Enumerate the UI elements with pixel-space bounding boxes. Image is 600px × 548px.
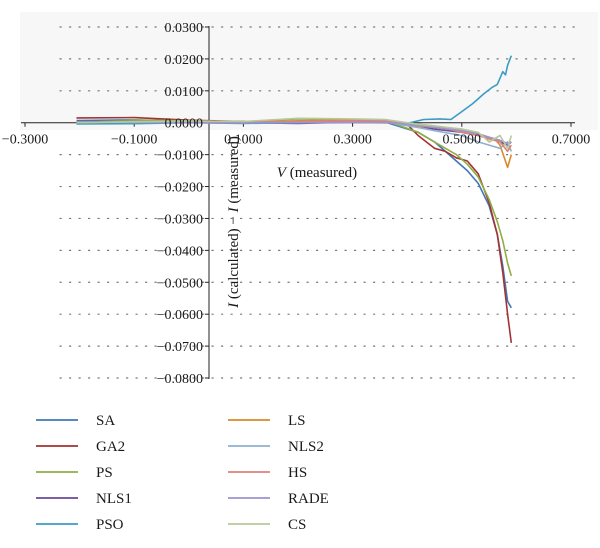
y-axis-title-var2: I	[226, 206, 242, 213]
y-axis-title-rest: (measured)	[226, 136, 242, 207]
x-tick-label: 0.7000	[552, 133, 591, 148]
plot-background-band	[20, 12, 598, 130]
legend-label-nls2: NLS2	[288, 439, 324, 455]
legend-label-hs: HS	[288, 465, 307, 481]
y-tick-label: −0.0300	[157, 212, 203, 227]
x-axis-title-rest: (measured)	[286, 165, 357, 181]
legend-label-ps: PS	[96, 465, 113, 481]
y-tick-label: −0.0800	[157, 372, 203, 387]
y-tick-label: −0.0500	[157, 276, 203, 291]
legend-label-cs: CS	[288, 517, 306, 533]
x-axis-title: V (measured)	[277, 165, 357, 181]
y-axis-title-mid: (calculated) −	[226, 212, 242, 303]
y-axis-title-var1: I	[226, 302, 242, 309]
y-tick-label: −0.0700	[157, 340, 203, 355]
x-tick-label: −0.1000	[111, 133, 157, 148]
x-tick-label: −0.3000	[2, 133, 48, 148]
legend-label-pso: PSO	[96, 517, 124, 533]
y-axis-title: I (calculated) − I (measured)	[226, 136, 242, 309]
y-tick-label: −0.0400	[157, 244, 203, 259]
tick-labels: 0.0300 0.0200 0.0100 0.0000 −0.0100 −0.0200 −0…	[2, 21, 590, 387]
legend-label-rade: RADE	[288, 491, 329, 507]
x-tick-label: 0.3000	[333, 133, 372, 148]
x-tick-label: 0.5000	[443, 133, 482, 148]
x-tick-label: 0.1000	[224, 133, 263, 148]
y-tick-label: 0.0000	[165, 117, 204, 132]
legend-label-ls: LS	[288, 413, 306, 429]
legend-label-sa: SA	[96, 413, 115, 429]
y-tick-label: −0.0600	[157, 308, 203, 323]
legend: SA GA2 PS NLS1 PSO LS NLS2 HS RADE CS	[36, 413, 329, 533]
series-line-rade	[76, 121, 512, 145]
legend-label-ga2: GA2	[96, 439, 125, 455]
series-lines	[76, 55, 513, 344]
x-axis-title-var: V	[277, 165, 288, 181]
y-tick-label: 0.0200	[165, 53, 204, 68]
y-tick-label: −0.0100	[157, 149, 203, 164]
grid	[59, 26, 581, 379]
y-tick-label: 0.0300	[165, 21, 204, 36]
series-line-cs	[76, 117, 513, 150]
series-line-ga2	[76, 116, 513, 344]
legend-label-nls1: NLS1	[96, 491, 132, 507]
y-tick-label: −0.0200	[157, 181, 203, 196]
y-tick-label: 0.0100	[165, 85, 204, 100]
